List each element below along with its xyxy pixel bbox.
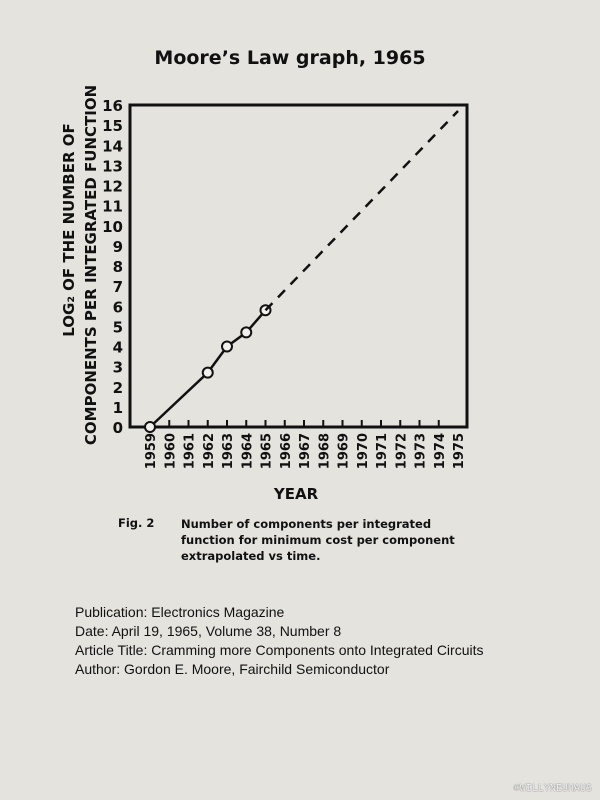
figure-label: Fig. 2	[118, 516, 155, 530]
y-tick-label: 4	[113, 339, 123, 357]
x-axis-label: YEAR	[273, 485, 319, 503]
y-tick-label: 8	[113, 258, 123, 276]
caption-line: extrapolated vs time.	[181, 549, 321, 563]
y-tick-label: 7	[113, 278, 123, 296]
y-tick-label: 0	[113, 419, 123, 437]
y-axis-label-line2: COMPONENTS PER INTEGRATED FUNCTION	[82, 85, 100, 445]
x-tick-label: 1970	[356, 433, 371, 469]
y-axis-label-line1: LOG₂ OF THE NUMBER OF	[60, 123, 78, 336]
figure-caption: Number of components per integrated func…	[181, 516, 461, 564]
x-tick-label: 1969	[337, 433, 352, 469]
data-point	[240, 326, 253, 339]
data-point	[221, 340, 233, 353]
y-tick-label: 11	[102, 198, 123, 216]
data-point	[144, 421, 156, 433]
y-tick-label: 6	[113, 298, 123, 316]
x-tick-label: 1974	[433, 433, 448, 469]
x-tick-label: 1971	[375, 433, 390, 469]
caption-line: function for minimum cost per component	[181, 533, 455, 547]
y-tick-label: 12	[102, 178, 123, 196]
publication-info: Publication: Electronics Magazine Date: …	[75, 603, 484, 679]
y-tick-label: 13	[102, 157, 123, 175]
y-tick-label: 10	[102, 218, 123, 236]
article-title: Article Title: Cramming more Components …	[75, 642, 484, 658]
y-tick-label: 16	[102, 97, 123, 115]
y-tick-label: 14	[102, 137, 123, 155]
x-tick-label: 1962	[202, 433, 217, 469]
publication: Publication: Electronics Magazine	[75, 604, 285, 620]
y-tick-label: 15	[102, 117, 123, 135]
chart-title: Moore’s Law graph, 1965	[154, 47, 425, 69]
x-tick-label: 1961	[183, 433, 198, 469]
y-tick-label: 3	[113, 359, 123, 377]
x-tick-label: 1973	[414, 433, 429, 469]
x-tick-label: 1968	[317, 433, 332, 469]
data-point	[201, 366, 214, 379]
extrapolation-line	[264, 110, 459, 312]
date: Date: April 19, 1965, Volume 38, Number …	[75, 623, 342, 639]
caption-line: Number of components per integrated	[181, 517, 432, 531]
x-tick-label: 1966	[279, 433, 294, 469]
x-tick-label: 1959	[144, 433, 159, 469]
plot-frame	[128, 103, 469, 429]
y-tick-label: 9	[113, 238, 123, 256]
y-tick-label: 5	[113, 318, 123, 336]
x-tick-label: 1967	[298, 433, 313, 469]
x-tick-label: 1972	[394, 433, 409, 469]
x-tick-label: 1965	[260, 433, 275, 469]
x-tick-label: 1960	[163, 433, 178, 469]
x-tick-label: 1975	[452, 433, 467, 469]
y-tick-label: 2	[113, 379, 123, 397]
y-tick-label: 1	[113, 399, 123, 417]
photo-credit: ©WILLYNEUHAUS	[513, 783, 592, 794]
x-tick-label: 1963	[221, 433, 236, 469]
x-tick-label: 1964	[240, 433, 255, 469]
author: Author: Gordon E. Moore, Fairchild Semic…	[75, 661, 390, 677]
